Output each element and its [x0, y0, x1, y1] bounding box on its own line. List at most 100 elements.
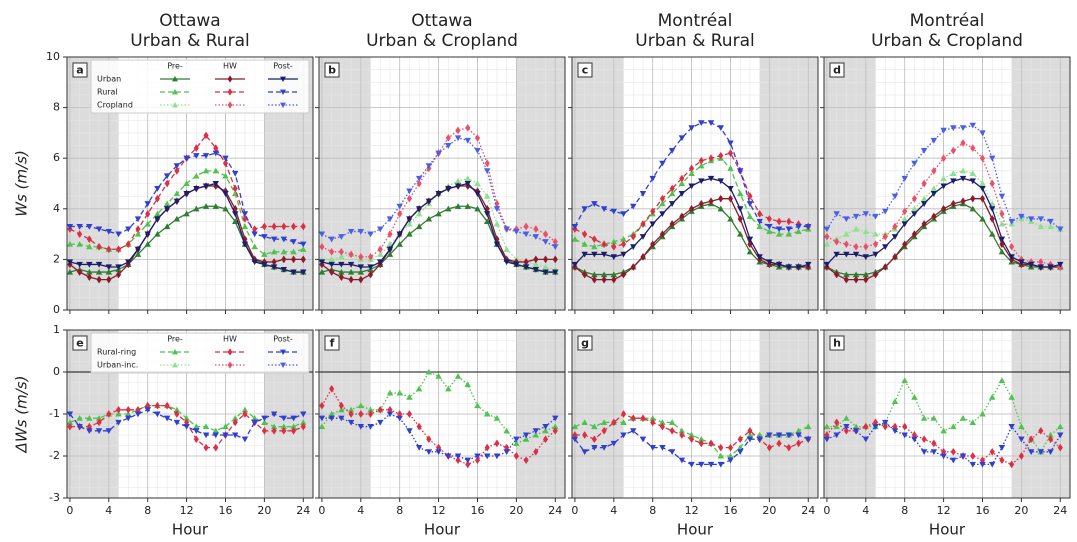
marker — [425, 198, 433, 205]
marker — [242, 215, 248, 223]
marker — [843, 216, 850, 223]
marker — [290, 255, 297, 264]
marker — [689, 164, 695, 173]
marker — [650, 207, 656, 216]
marker — [746, 201, 754, 207]
marker — [115, 231, 122, 238]
marker — [319, 415, 326, 422]
marker — [1047, 218, 1054, 225]
marker — [930, 137, 938, 144]
marker — [756, 431, 763, 438]
marker — [484, 192, 491, 199]
legend-marker — [172, 362, 178, 368]
marker — [698, 439, 704, 448]
legend-row-label: Cropland — [97, 101, 133, 110]
marker — [173, 198, 181, 205]
marker — [785, 226, 793, 233]
marker — [795, 432, 802, 439]
marker — [415, 223, 423, 230]
marker — [367, 231, 374, 238]
marker — [163, 200, 171, 207]
marker — [611, 418, 617, 427]
marker — [591, 251, 598, 258]
marker — [503, 449, 510, 455]
marker — [300, 419, 307, 425]
marker — [96, 242, 102, 251]
marker — [746, 213, 754, 219]
marker — [852, 271, 860, 278]
marker — [620, 211, 627, 218]
marker — [979, 194, 986, 203]
marker — [76, 261, 83, 268]
marker — [1018, 213, 1025, 220]
marker — [718, 151, 724, 160]
marker — [202, 423, 210, 430]
marker — [1008, 394, 1015, 400]
legend-header: Post- — [273, 62, 293, 71]
marker — [271, 222, 277, 231]
marker — [572, 235, 579, 242]
marker — [416, 179, 422, 188]
marker — [454, 203, 462, 209]
marker — [969, 170, 976, 176]
marker — [688, 461, 695, 468]
marker — [232, 218, 239, 225]
marker — [707, 120, 715, 126]
marker — [920, 449, 928, 455]
marker — [989, 447, 995, 456]
marker — [1027, 449, 1035, 455]
marker — [435, 191, 442, 197]
marker — [833, 251, 840, 258]
marker — [959, 415, 967, 421]
marker — [406, 428, 413, 434]
marker — [649, 175, 656, 182]
marker — [338, 234, 345, 240]
marker — [184, 418, 190, 427]
marker — [300, 422, 306, 431]
marker — [901, 215, 908, 222]
marker — [591, 243, 598, 250]
y-tick-label: 1 — [53, 323, 60, 336]
marker — [95, 415, 103, 421]
marker — [183, 155, 190, 162]
marker — [668, 190, 676, 197]
marker — [522, 432, 530, 439]
marker — [1018, 423, 1025, 430]
marker — [688, 431, 695, 438]
marker — [824, 423, 831, 430]
marker — [242, 410, 248, 418]
marker — [290, 269, 297, 276]
marker — [319, 401, 325, 410]
marker — [86, 415, 93, 421]
marker — [261, 222, 267, 231]
marker — [347, 229, 355, 235]
marker — [1008, 424, 1015, 430]
marker — [338, 415, 345, 422]
x-tick-label: 4 — [610, 504, 617, 517]
marker — [1018, 259, 1025, 266]
marker — [290, 248, 297, 255]
marker — [503, 226, 510, 233]
marker — [329, 384, 335, 393]
legend-marker — [280, 349, 286, 355]
marker — [397, 210, 403, 218]
x-tick-label: 24 — [548, 504, 562, 517]
marker — [464, 457, 471, 464]
plot-frame — [318, 56, 566, 311]
marker — [756, 254, 763, 261]
marker — [591, 235, 597, 243]
marker — [601, 426, 607, 435]
marker — [833, 211, 840, 218]
marker — [67, 422, 73, 431]
marker — [941, 154, 947, 163]
marker — [970, 194, 976, 203]
marker — [600, 445, 608, 451]
marker — [610, 440, 618, 447]
marker — [212, 150, 219, 157]
marker — [542, 263, 549, 270]
marker — [688, 170, 695, 176]
marker — [338, 406, 345, 413]
marker — [1057, 261, 1064, 268]
marker — [737, 206, 744, 212]
marker — [484, 211, 491, 218]
